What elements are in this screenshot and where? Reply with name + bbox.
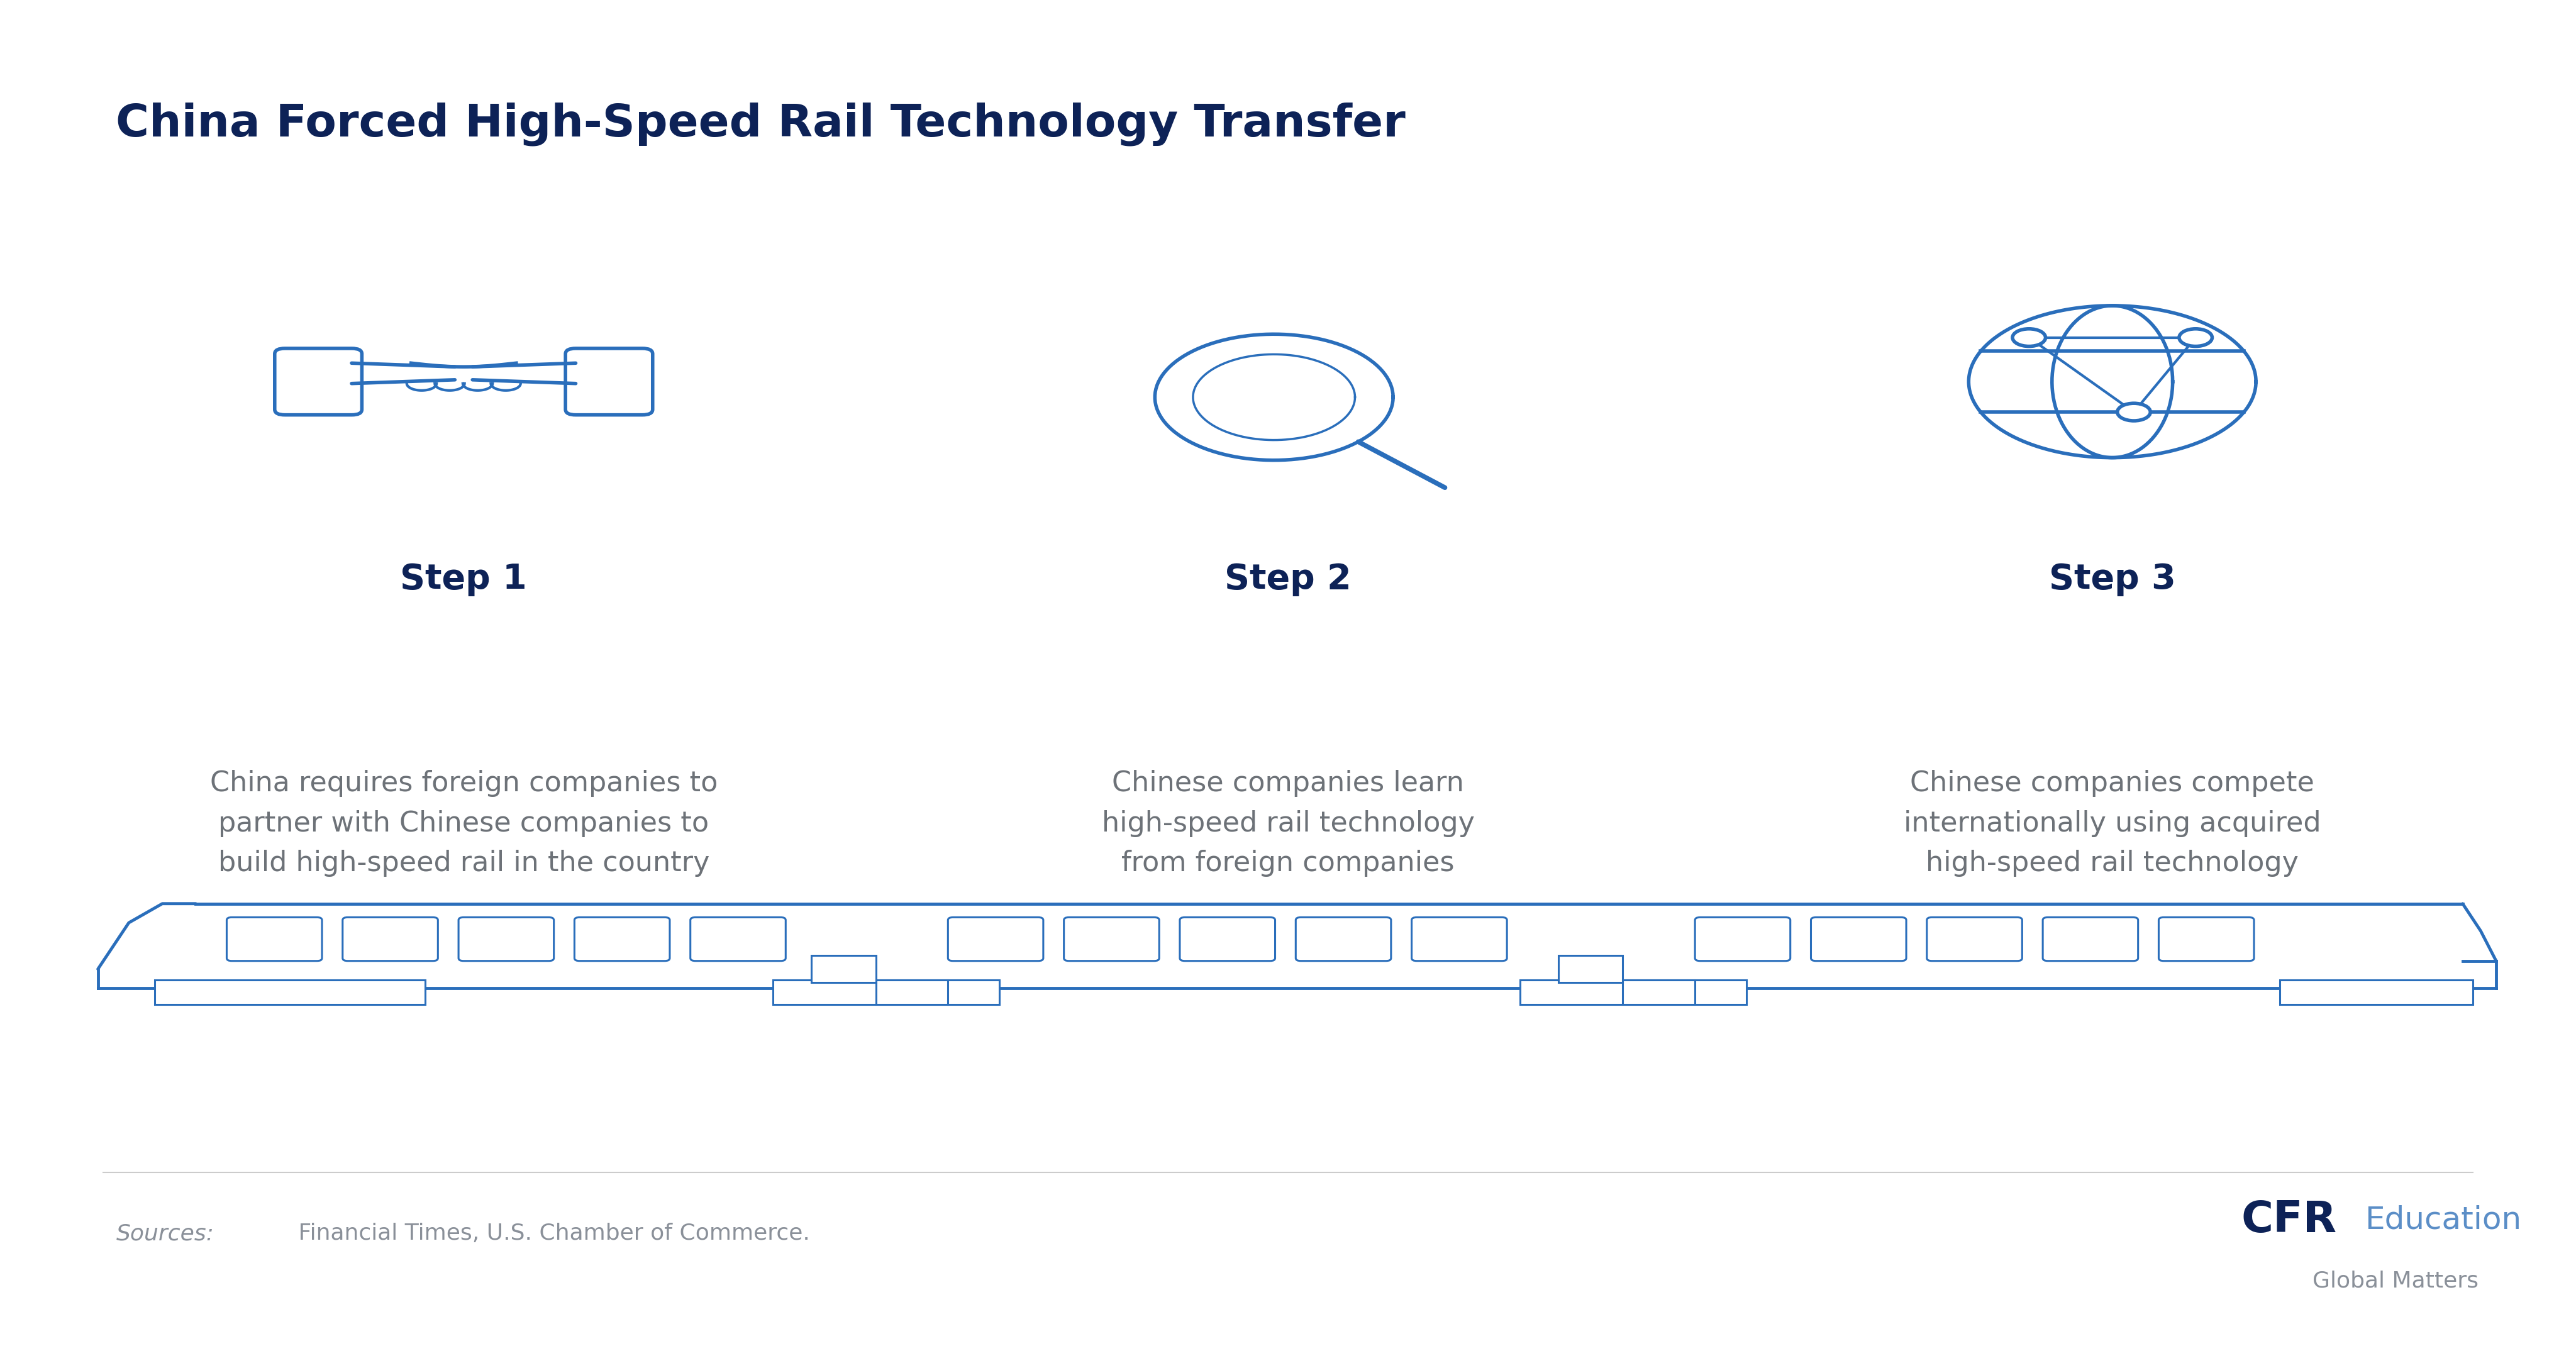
Bar xyxy=(1520,980,1747,1005)
Bar xyxy=(876,980,948,1005)
Text: Step 1: Step 1 xyxy=(399,563,528,596)
Circle shape xyxy=(2117,403,2151,421)
FancyBboxPatch shape xyxy=(2043,917,2138,961)
FancyBboxPatch shape xyxy=(1296,917,1391,961)
FancyBboxPatch shape xyxy=(227,917,322,961)
FancyBboxPatch shape xyxy=(1412,917,1507,961)
FancyBboxPatch shape xyxy=(948,917,1043,961)
Text: Step 2: Step 2 xyxy=(1224,563,1352,596)
FancyBboxPatch shape xyxy=(1811,917,1906,961)
Bar xyxy=(155,980,425,1005)
Text: Chinese companies learn
high-speed rail technology
from foreign companies: Chinese companies learn high-speed rail … xyxy=(1103,770,1473,876)
FancyBboxPatch shape xyxy=(1064,917,1159,961)
Text: Chinese companies compete
internationally using acquired
high-speed rail technol: Chinese companies compete internationall… xyxy=(1904,770,2321,876)
Text: Education: Education xyxy=(2365,1205,2522,1235)
Text: Financial Times, U.S. Chamber of Commerce.: Financial Times, U.S. Chamber of Commerc… xyxy=(291,1223,809,1244)
FancyBboxPatch shape xyxy=(2159,917,2254,961)
Text: China requires foreign companies to
partner with Chinese companies to
build high: China requires foreign companies to part… xyxy=(209,770,719,876)
FancyBboxPatch shape xyxy=(459,917,554,961)
Bar xyxy=(1558,955,1623,983)
FancyBboxPatch shape xyxy=(1695,917,1790,961)
Bar xyxy=(773,980,999,1005)
FancyBboxPatch shape xyxy=(690,917,786,961)
Text: CFR: CFR xyxy=(2241,1199,2336,1240)
Circle shape xyxy=(2179,328,2213,346)
Circle shape xyxy=(2012,328,2045,346)
FancyBboxPatch shape xyxy=(574,917,670,961)
FancyBboxPatch shape xyxy=(1180,917,1275,961)
Text: China Forced High-Speed Rail Technology Transfer: China Forced High-Speed Rail Technology … xyxy=(116,102,1406,146)
Text: Step 3: Step 3 xyxy=(2048,563,2177,596)
Bar xyxy=(811,955,876,983)
Text: Global Matters: Global Matters xyxy=(2313,1270,2478,1292)
Text: Sources:: Sources: xyxy=(116,1223,214,1244)
FancyBboxPatch shape xyxy=(343,917,438,961)
Bar xyxy=(1623,980,1695,1005)
Bar xyxy=(2280,980,2473,1005)
FancyBboxPatch shape xyxy=(1927,917,2022,961)
